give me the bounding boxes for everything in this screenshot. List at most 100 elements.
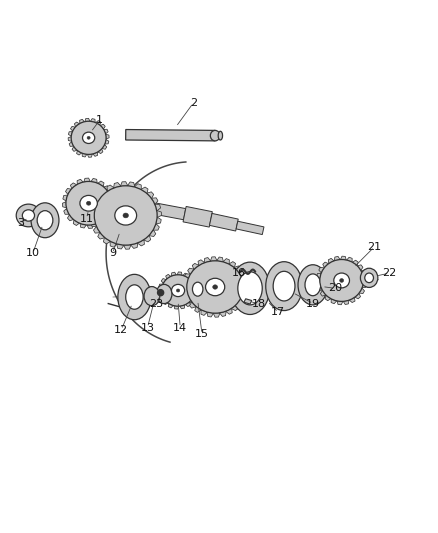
Ellipse shape	[272, 271, 294, 301]
Polygon shape	[177, 272, 182, 275]
Polygon shape	[65, 189, 71, 195]
Polygon shape	[354, 293, 360, 299]
Polygon shape	[95, 120, 100, 125]
Polygon shape	[236, 300, 242, 306]
Ellipse shape	[364, 273, 373, 282]
Polygon shape	[194, 306, 201, 312]
Polygon shape	[241, 277, 247, 283]
Polygon shape	[103, 185, 110, 192]
Polygon shape	[159, 284, 162, 288]
Polygon shape	[159, 295, 164, 300]
Ellipse shape	[237, 272, 261, 305]
Polygon shape	[320, 290, 325, 296]
Polygon shape	[192, 263, 198, 270]
Polygon shape	[316, 279, 320, 285]
Ellipse shape	[144, 287, 159, 306]
Ellipse shape	[304, 274, 320, 296]
Polygon shape	[76, 150, 81, 155]
Polygon shape	[77, 179, 83, 184]
Polygon shape	[143, 235, 150, 242]
Polygon shape	[69, 142, 74, 147]
Polygon shape	[183, 291, 188, 297]
Polygon shape	[117, 244, 124, 249]
Polygon shape	[336, 301, 342, 305]
Polygon shape	[64, 208, 69, 214]
Polygon shape	[185, 297, 191, 303]
Text: 17: 17	[271, 308, 285, 317]
Polygon shape	[152, 224, 159, 230]
Ellipse shape	[156, 285, 172, 304]
Ellipse shape	[66, 181, 111, 225]
Polygon shape	[182, 285, 187, 292]
Polygon shape	[148, 230, 155, 237]
Polygon shape	[182, 279, 187, 286]
Text: 3: 3	[18, 218, 25, 228]
Polygon shape	[98, 149, 102, 154]
Polygon shape	[180, 305, 184, 309]
Polygon shape	[144, 294, 172, 296]
Polygon shape	[189, 302, 196, 308]
Polygon shape	[108, 192, 113, 198]
Polygon shape	[171, 272, 176, 276]
Polygon shape	[343, 300, 348, 304]
Ellipse shape	[86, 201, 91, 205]
Polygon shape	[198, 260, 204, 265]
Polygon shape	[322, 262, 328, 268]
Polygon shape	[122, 195, 151, 214]
Polygon shape	[120, 182, 127, 186]
Text: 13: 13	[140, 322, 154, 333]
Ellipse shape	[22, 210, 35, 221]
Circle shape	[157, 289, 163, 296]
Polygon shape	[137, 240, 144, 246]
Polygon shape	[103, 237, 110, 244]
Ellipse shape	[360, 268, 377, 287]
Polygon shape	[206, 312, 213, 317]
Ellipse shape	[230, 262, 269, 314]
Polygon shape	[107, 185, 114, 191]
Ellipse shape	[115, 206, 136, 225]
Polygon shape	[90, 119, 95, 123]
Polygon shape	[87, 154, 92, 157]
Ellipse shape	[117, 274, 151, 320]
Polygon shape	[330, 299, 336, 304]
Ellipse shape	[192, 282, 202, 296]
Polygon shape	[68, 136, 71, 141]
Polygon shape	[62, 201, 66, 208]
Text: 9: 9	[109, 248, 116, 259]
Ellipse shape	[187, 276, 207, 302]
Ellipse shape	[319, 260, 363, 301]
Polygon shape	[90, 213, 95, 221]
Polygon shape	[106, 134, 109, 139]
Polygon shape	[93, 152, 97, 156]
Text: 23: 23	[149, 298, 163, 309]
Text: 14: 14	[173, 322, 187, 333]
Polygon shape	[71, 126, 75, 131]
Ellipse shape	[171, 285, 184, 296]
Ellipse shape	[87, 136, 90, 139]
Polygon shape	[95, 195, 102, 201]
Ellipse shape	[333, 273, 349, 288]
Polygon shape	[141, 187, 148, 193]
Polygon shape	[155, 217, 161, 224]
Text: 18: 18	[251, 298, 265, 309]
Polygon shape	[90, 207, 95, 214]
Polygon shape	[204, 257, 210, 263]
Polygon shape	[63, 195, 67, 201]
Ellipse shape	[186, 261, 243, 313]
Polygon shape	[98, 181, 104, 187]
Ellipse shape	[123, 213, 128, 218]
Polygon shape	[68, 132, 72, 136]
Polygon shape	[93, 227, 100, 233]
Polygon shape	[231, 304, 237, 311]
Polygon shape	[77, 187, 102, 202]
Polygon shape	[73, 220, 79, 225]
Ellipse shape	[176, 289, 179, 292]
Ellipse shape	[82, 132, 95, 143]
Polygon shape	[162, 300, 168, 304]
Polygon shape	[223, 259, 229, 264]
Polygon shape	[103, 129, 108, 134]
Polygon shape	[127, 182, 134, 187]
Polygon shape	[225, 308, 232, 314]
Polygon shape	[80, 223, 86, 228]
Text: 11: 11	[79, 214, 93, 223]
